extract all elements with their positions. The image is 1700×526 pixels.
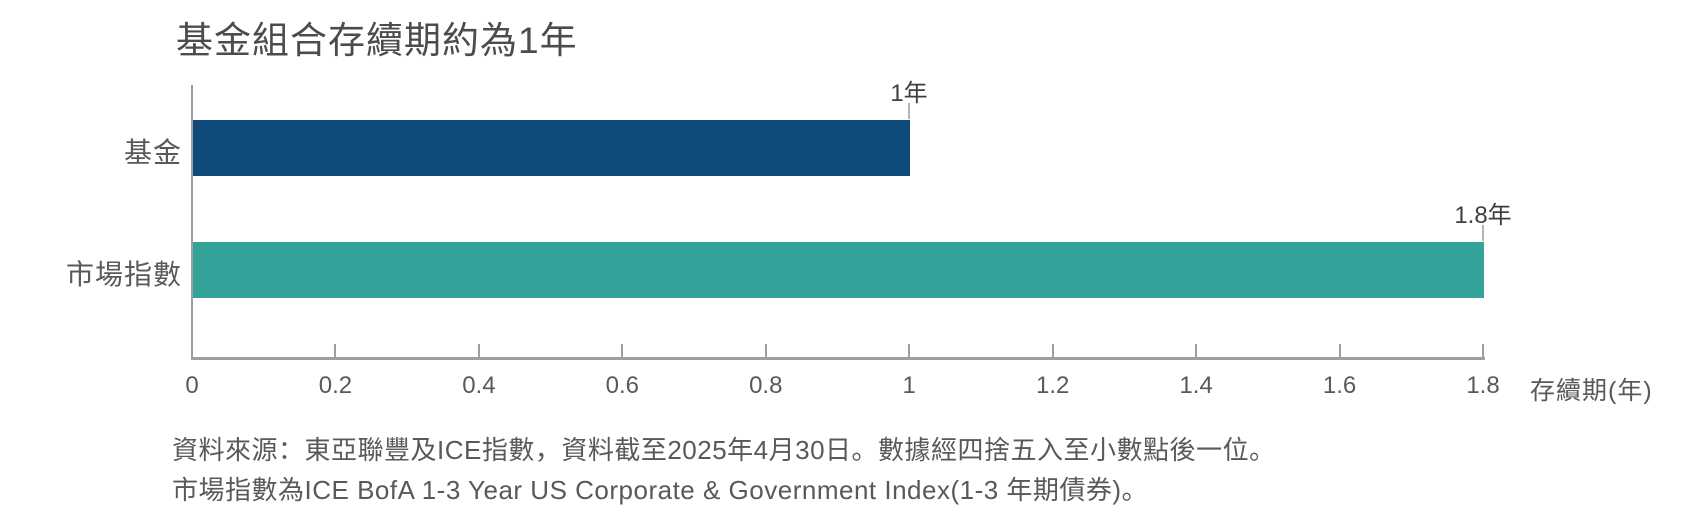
value-leader-line — [908, 103, 910, 119]
x-axis-tick-label: 1 — [902, 372, 916, 399]
footnote-index-line: 市場指數為ICE BofA 1-3 Year US Corporate & Go… — [172, 475, 1149, 505]
x-axis-tick-label: 1.2 — [1035, 372, 1070, 399]
y-axis-line — [191, 85, 193, 359]
chart-title: 基金組合存續期約為1年 — [176, 20, 578, 61]
x-axis-tick — [908, 344, 911, 358]
x-axis-tick-label: 1.8 — [1466, 372, 1500, 399]
x-axis-tick — [334, 344, 337, 358]
footnote-source-line: 資料來源：東亞聯豐及ICE指數，資料截至2025年4月30日。數據經四捨五入至小… — [172, 435, 1276, 465]
x-axis-tick-label: 0.8 — [749, 372, 783, 399]
bar-market-index — [193, 242, 1484, 298]
value-label: 1年 — [890, 80, 928, 107]
x-axis-tick-label: 0.2 — [318, 372, 353, 399]
x-axis-tick — [1482, 344, 1484, 358]
x-axis-tick — [477, 344, 480, 358]
x-axis-tick-label: 0.4 — [462, 372, 496, 399]
bar-fund — [193, 120, 910, 176]
value-label: 1.8年 — [1454, 202, 1512, 229]
category-label: 基金 — [123, 137, 182, 168]
x-axis-tick — [764, 344, 767, 358]
x-axis-tick — [1051, 344, 1054, 358]
x-axis-tick-label: 0 — [185, 372, 199, 399]
x-axis-tick-label: 0.6 — [605, 372, 640, 399]
x-axis-tick-label: 1.6 — [1322, 372, 1357, 399]
x-axis-tick — [1195, 344, 1198, 358]
value-leader-line — [1482, 225, 1484, 241]
x-axis-line — [191, 357, 1485, 360]
x-axis-tick — [1338, 344, 1341, 358]
x-axis-tick-label: 1.4 — [1179, 372, 1213, 399]
footnotes: 資料來源：東亞聯豐及ICE指數，資料截至2025年4月30日。數據經四捨五入至小… — [172, 430, 1276, 510]
category-label: 市場指數 — [65, 259, 182, 290]
x-axis-tick — [621, 344, 624, 358]
x-axis-title: 存續期(年) — [1530, 377, 1653, 405]
